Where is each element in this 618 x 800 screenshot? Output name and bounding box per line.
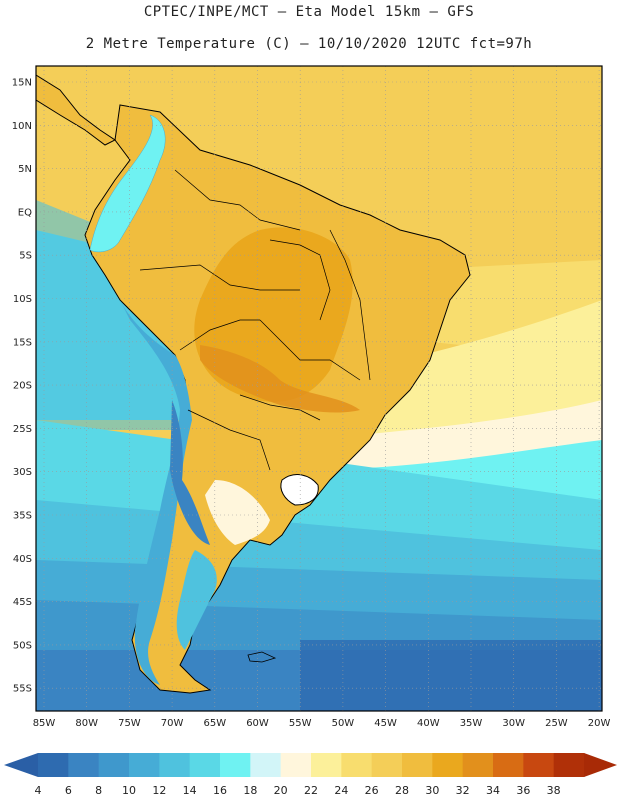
lat-label: 10N	[12, 121, 32, 132]
lat-label: EQ	[18, 207, 32, 218]
border-argentina	[187, 409, 271, 471]
colorbar-swatch	[159, 753, 191, 777]
lat-label: 25S	[13, 424, 32, 435]
colorbar-label: 32	[456, 784, 470, 797]
colorbar-swatch	[68, 753, 100, 777]
lat-label: 20S	[13, 381, 32, 392]
colorbar: 4 6 8 10 12 14 16 18 20 22 24 26 28 30 32 34 36 38	[4, 753, 617, 797]
lon-label: 85W	[33, 718, 56, 729]
border-north	[174, 169, 301, 231]
border-paraguay	[239, 394, 321, 421]
lon-label: 80W	[75, 718, 98, 729]
lon-label: 20W	[588, 718, 611, 729]
border-peru-brazil	[139, 264, 300, 291]
colorbar-label: 38	[547, 784, 561, 797]
colorbar-label: 4	[35, 784, 42, 797]
south-band-4	[300, 640, 602, 711]
latitude-labels: 15N 10N 5N EQ 5S 10S 15S 20S 25S 30S 35S 40S 45S 50S 5…	[12, 78, 32, 695]
colorbar-label: 16	[213, 784, 227, 797]
rio-de-la-plata-region	[280, 474, 319, 506]
colorbar-right-arrow	[584, 753, 617, 777]
colorbar-swatch	[280, 753, 312, 777]
colorbar-label: 36	[516, 784, 530, 797]
lon-label: 65W	[203, 718, 226, 729]
colorbar-label: 34	[486, 784, 500, 797]
map-panel	[36, 66, 602, 711]
lat-label: 55S	[13, 684, 32, 695]
map-title-line1: CPTEC/INPE/MCT – Eta Model 15km – GFS	[143, 4, 475, 20]
pampas-mild	[205, 480, 270, 545]
colorbar-swatch	[311, 753, 342, 777]
colorbar-swatch	[38, 753, 69, 777]
colorbar-label: 6	[65, 784, 72, 797]
border-bolivia	[179, 319, 260, 351]
colorbar-swatch	[523, 753, 555, 777]
colorbar-label: 14	[183, 784, 197, 797]
country-borders	[139, 169, 371, 471]
colorbar-left-arrow	[4, 753, 38, 777]
lon-label: 45W	[374, 718, 397, 729]
lon-label: 35W	[460, 718, 483, 729]
hottest-region	[200, 345, 360, 413]
lat-label: 40S	[13, 554, 32, 565]
lon-label: 40W	[417, 718, 440, 729]
lon-label: 55W	[289, 718, 312, 729]
lon-label: 75W	[118, 718, 141, 729]
colorbar-swatch	[493, 753, 524, 777]
patagonia-cool	[176, 550, 217, 650]
central-america-land	[36, 74, 116, 146]
colorbar-label: 18	[243, 784, 257, 797]
colorbar-label: 24	[334, 784, 348, 797]
lat-label: 5N	[18, 164, 32, 175]
border-brazil-states-3	[259, 319, 361, 381]
lat-label: 15S	[13, 337, 32, 348]
lat-label: 35S	[13, 511, 32, 522]
colorbar-swatch	[341, 753, 373, 777]
colorbar-swatch	[129, 753, 160, 777]
falkland-islands	[247, 651, 277, 663]
map-frame	[35, 65, 603, 712]
colorbar-label: 22	[304, 784, 318, 797]
colorbar-swatch	[553, 753, 585, 777]
lon-label: 30W	[502, 718, 525, 729]
colorbar-swatch	[402, 753, 433, 777]
lon-label: 60W	[246, 718, 269, 729]
colorbar-label: 20	[274, 784, 288, 797]
lat-label: 50S	[13, 640, 32, 651]
lon-label: 70W	[161, 718, 184, 729]
andes-coldest	[170, 400, 210, 545]
lon-label: 50W	[332, 718, 355, 729]
colorbar-labels: 4 6 8 10 12 14 16 18 20 22 24 26 28 30 32 34 36 38	[35, 784, 561, 797]
colorbar-label: 26	[365, 784, 379, 797]
colorbar-label: 30	[425, 784, 439, 797]
map-title-line2: 2 Metre Temperature (C) – 10/10/2020 12U…	[85, 36, 533, 52]
colorbar-swatch	[189, 753, 221, 777]
lat-label: 10S	[13, 294, 32, 305]
lon-label: 25W	[545, 718, 568, 729]
colorbar-swatches	[38, 753, 585, 777]
colorbar-label: 10	[122, 784, 136, 797]
lat-label: 15N	[12, 78, 32, 89]
colorbar-swatch	[371, 753, 403, 777]
colorbar-label: 12	[152, 784, 166, 797]
pacific-band-12	[36, 200, 200, 430]
northern-andes-cold	[89, 114, 166, 253]
colorbar-label: 8	[95, 784, 102, 797]
colorbar-swatch	[98, 753, 130, 777]
colorbar-swatch	[220, 753, 251, 777]
colorbar-swatch	[250, 753, 282, 777]
colorbar-label: 28	[395, 784, 409, 797]
colorbar-swatch	[432, 753, 464, 777]
lat-label: 30S	[13, 467, 32, 478]
lat-label: 45S	[13, 597, 32, 608]
lat-label: 5S	[19, 251, 32, 262]
colorbar-swatch	[462, 753, 494, 777]
border-brazil-states	[329, 229, 371, 381]
longitude-labels: 85W 80W 75W 70W 65W 60W 55W 50W 45W 40W 35W 30W 25W 2…	[33, 718, 611, 729]
